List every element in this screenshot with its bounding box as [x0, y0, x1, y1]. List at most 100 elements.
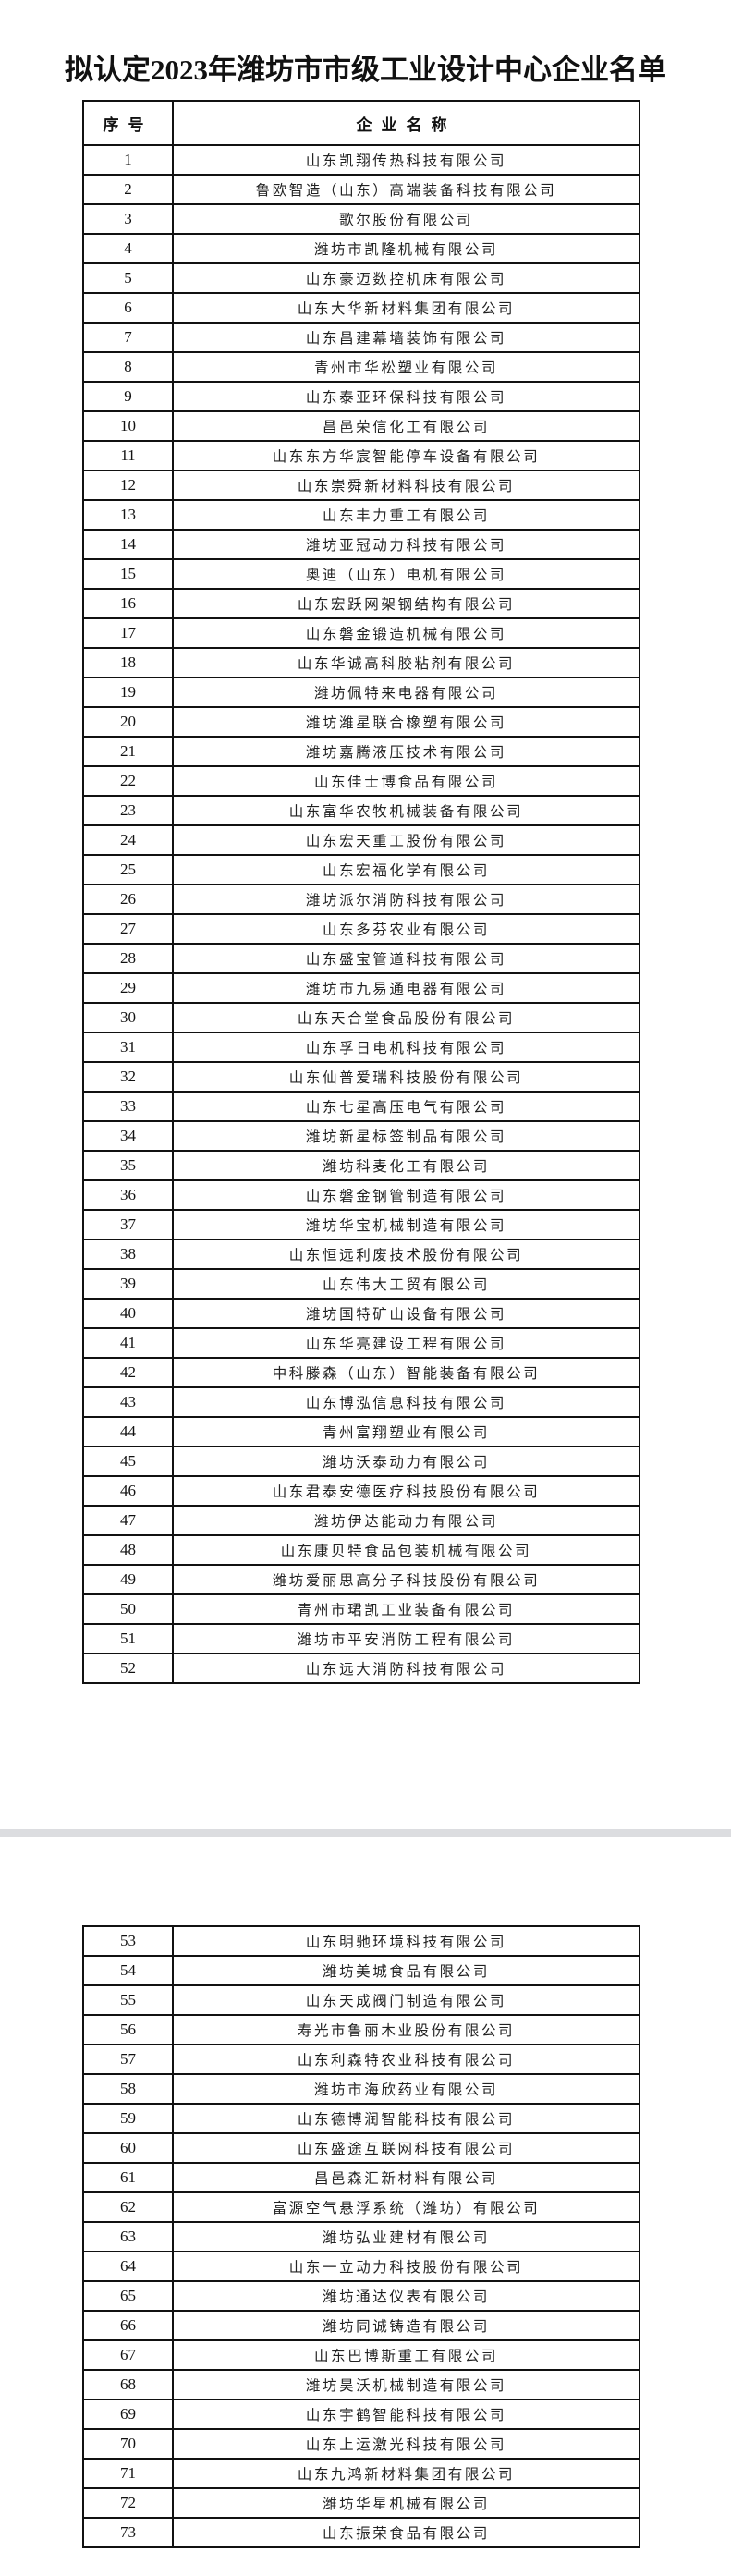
- company-name-cell: 潍坊嘉腾液压技术有限公司: [172, 736, 640, 767]
- company-name-cell: 潍坊市九易通电器有限公司: [172, 972, 640, 1004]
- serial-number-cell: 69: [82, 2399, 174, 2430]
- serial-number-cell: 47: [82, 1505, 174, 1536]
- company-name-cell: 山东天合堂食品股份有限公司: [172, 1002, 640, 1033]
- table-row: 32 山东仙普爱瑞科技股份有限公司: [82, 1061, 640, 1093]
- serial-number-cell: 39: [82, 1268, 174, 1300]
- table-row: 21 潍坊嘉腾液压技术有限公司: [82, 736, 640, 767]
- serial-number-cell: 44: [82, 1416, 174, 1447]
- company-name-cell: 山东崇舜新材料科技有限公司: [172, 470, 640, 501]
- company-name-cell: 潍坊国特矿山设备有限公司: [172, 1298, 640, 1329]
- serial-number-cell: 3: [82, 203, 174, 235]
- table-row: 42 中科滕森（山东）智能装备有限公司: [82, 1357, 640, 1388]
- company-name-cell: 山东明驰环境科技有限公司: [172, 1925, 640, 1957]
- company-name-cell: 山东多芬农业有限公司: [172, 913, 640, 945]
- table-row: 63 潍坊弘业建材有限公司: [82, 2221, 640, 2252]
- table-row: 47 潍坊伊达能动力有限公司: [82, 1505, 640, 1536]
- table-row: 48 山东康贝特食品包装机械有限公司: [82, 1534, 640, 1566]
- table-row: 62 富源空气悬浮系统（潍坊）有限公司: [82, 2191, 640, 2223]
- serial-number-cell: 70: [82, 2428, 174, 2460]
- company-name-cell: 山东振荣食品有限公司: [172, 2517, 640, 2548]
- table-row: 4 潍坊市凯隆机械有限公司: [82, 233, 640, 264]
- company-name-cell: 潍坊市凯隆机械有限公司: [172, 233, 640, 264]
- serial-number-cell: 50: [82, 1593, 174, 1625]
- serial-number-cell: 24: [82, 824, 174, 856]
- company-name-cell: 山东豪迈数控机床有限公司: [172, 262, 640, 294]
- company-name-cell: 歌尔股份有限公司: [172, 203, 640, 235]
- table-row: 66 潍坊同诚铸造有限公司: [82, 2310, 640, 2341]
- company-name-cell: 潍坊新星标签制品有限公司: [172, 1120, 640, 1152]
- table-row: 14 潍坊亚冠动力科技有限公司: [82, 529, 640, 560]
- company-name-cell: 山东七星高压电气有限公司: [172, 1091, 640, 1122]
- serial-number-cell: 61: [82, 2162, 174, 2193]
- table-row: 15 奥迪（山东）电机有限公司: [82, 558, 640, 590]
- serial-number-cell: 4: [82, 233, 174, 264]
- company-name-cell: 富源空气悬浮系统（潍坊）有限公司: [172, 2191, 640, 2223]
- serial-number-cell: 73: [82, 2517, 174, 2548]
- table-row: 31 山东孚日电机科技有限公司: [82, 1032, 640, 1063]
- serial-number-cell: 68: [82, 2369, 174, 2400]
- table-row: 54 潍坊美城食品有限公司: [82, 1955, 640, 1986]
- table-row: 69 山东宇鹤智能科技有限公司: [82, 2399, 640, 2430]
- table-row: 8 青州市华松塑业有限公司: [82, 351, 640, 383]
- company-name-cell: 山东泰亚环保科技有限公司: [172, 381, 640, 412]
- table-row: 16 山东宏跃网架钢结构有限公司: [82, 588, 640, 619]
- company-name-cell: 山东一立动力科技股份有限公司: [172, 2251, 640, 2282]
- table-row: 73 山东振荣食品有限公司: [82, 2517, 640, 2548]
- table-row: 6 山东大华新材料集团有限公司: [82, 292, 640, 324]
- company-name-cell: 潍坊科麦化工有限公司: [172, 1150, 640, 1181]
- table-row: 13 山东丰力重工有限公司: [82, 499, 640, 531]
- serial-number-cell: 53: [82, 1925, 174, 1957]
- company-name-cell: 中科滕森（山东）智能装备有限公司: [172, 1357, 640, 1388]
- serial-number-cell: 63: [82, 2221, 174, 2252]
- company-name-cell: 山东远大消防科技有限公司: [172, 1653, 640, 1684]
- serial-number-cell: 64: [82, 2251, 174, 2282]
- table-row: 71 山东九鸿新材料集团有限公司: [82, 2458, 640, 2489]
- table-row: 10 昌邑荣信化工有限公司: [82, 410, 640, 442]
- serial-number-cell: 51: [82, 1623, 174, 1654]
- header-company-name: 企业名称: [172, 100, 640, 146]
- serial-number-cell: 42: [82, 1357, 174, 1388]
- serial-number-cell: 15: [82, 558, 174, 590]
- company-name-cell: 潍坊市平安消防工程有限公司: [172, 1623, 640, 1654]
- company-name-cell: 鲁欧智造（山东）高端装备科技有限公司: [172, 174, 640, 205]
- table-row: 38 山东恒远利废技术股份有限公司: [82, 1239, 640, 1270]
- company-name-cell: 山东德博润智能科技有限公司: [172, 2103, 640, 2134]
- serial-number-cell: 30: [82, 1002, 174, 1033]
- serial-number-cell: 29: [82, 972, 174, 1004]
- serial-number-cell: 11: [82, 440, 174, 471]
- company-name-cell: 山东磐金钢管制造有限公司: [172, 1179, 640, 1211]
- serial-number-cell: 54: [82, 1955, 174, 1986]
- company-name-cell: 山东康贝特食品包装机械有限公司: [172, 1534, 640, 1566]
- company-name-cell: 奥迪（山东）电机有限公司: [172, 558, 640, 590]
- table-row: 27 山东多芬农业有限公司: [82, 913, 640, 945]
- serial-number-cell: 36: [82, 1179, 174, 1211]
- company-table-page-2: 53 山东明驰环境科技有限公司 54 潍坊美城食品有限公司 55 山东天成阀门制造有限公司…: [82, 1925, 640, 2548]
- table-row: 51 潍坊市平安消防工程有限公司: [82, 1623, 640, 1654]
- company-name-cell: 山东博泓信息科技有限公司: [172, 1386, 640, 1418]
- company-name-cell: 潍坊派尔消防科技有限公司: [172, 884, 640, 915]
- company-name-cell: 山东恒远利废技术股份有限公司: [172, 1239, 640, 1270]
- company-name-cell: 潍坊佩特来电器有限公司: [172, 677, 640, 708]
- company-name-cell: 山东君泰安德医疗科技股份有限公司: [172, 1475, 640, 1507]
- company-name-cell: 潍坊爱丽思高分子科技股份有限公司: [172, 1564, 640, 1595]
- table-row: 11 山东东方华宸智能停车设备有限公司: [82, 440, 640, 471]
- table-row: 59 山东德博润智能科技有限公司: [82, 2103, 640, 2134]
- table-row: 61 昌邑森汇新材料有限公司: [82, 2162, 640, 2193]
- company-name-cell: 潍坊弘业建材有限公司: [172, 2221, 640, 2252]
- serial-number-cell: 9: [82, 381, 174, 412]
- serial-number-cell: 35: [82, 1150, 174, 1181]
- serial-number-cell: 62: [82, 2191, 174, 2223]
- company-name-cell: 潍坊潍星联合橡塑有限公司: [172, 706, 640, 738]
- company-name-cell: 山东盛途互联网科技有限公司: [172, 2132, 640, 2164]
- serial-number-cell: 6: [82, 292, 174, 324]
- table-header-row: 序号 企业名称: [82, 100, 640, 146]
- table-row: 44 青州富翔塑业有限公司: [82, 1416, 640, 1447]
- serial-number-cell: 65: [82, 2280, 174, 2312]
- table-row: 9 山东泰亚环保科技有限公司: [82, 381, 640, 412]
- serial-number-cell: 10: [82, 410, 174, 442]
- company-name-cell: 潍坊伊达能动力有限公司: [172, 1505, 640, 1536]
- company-name-cell: 山东上运激光科技有限公司: [172, 2428, 640, 2460]
- serial-number-cell: 22: [82, 765, 174, 797]
- company-name-cell: 山东天成阀门制造有限公司: [172, 1984, 640, 2016]
- table-row: 36 山东磐金钢管制造有限公司: [82, 1179, 640, 1211]
